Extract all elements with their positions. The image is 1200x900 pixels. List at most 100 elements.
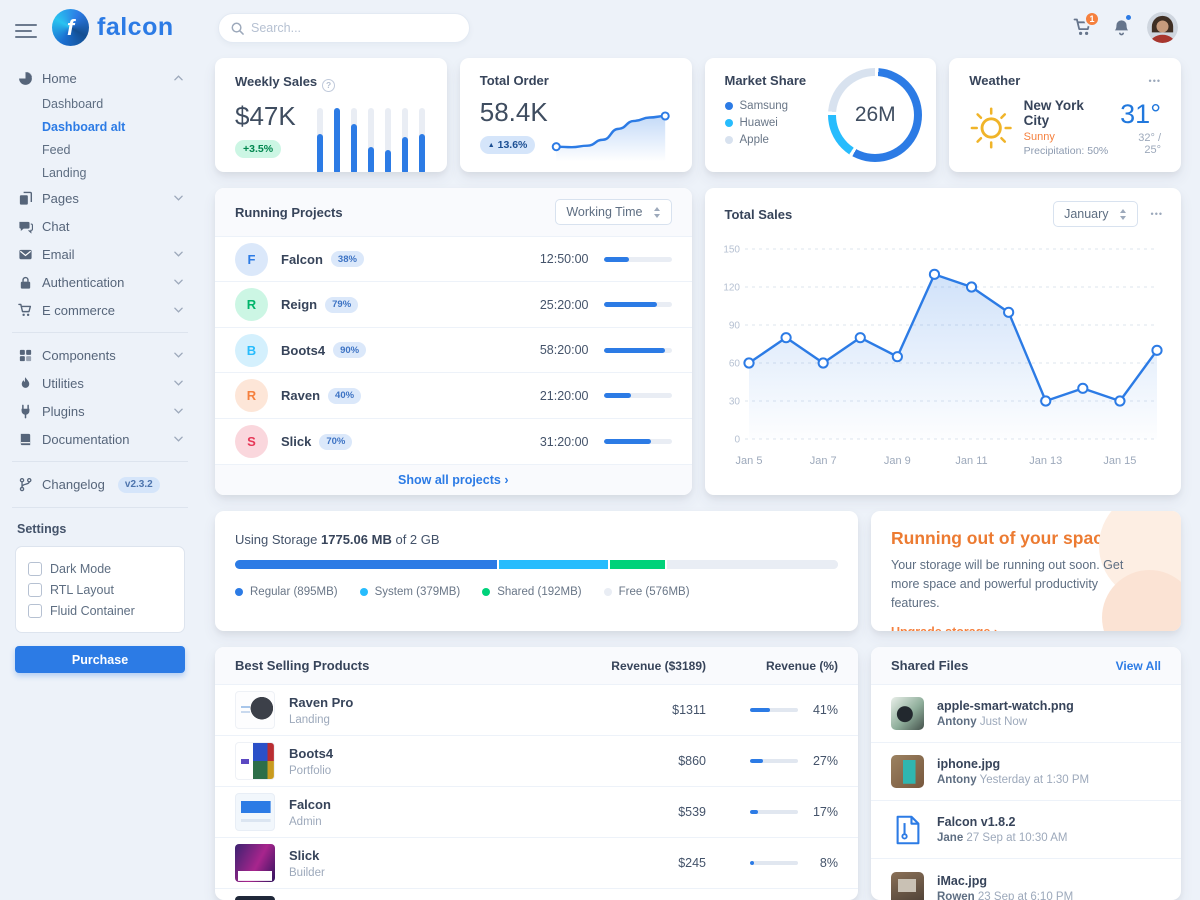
settings-panel: Dark Mode RTL Layout Fluid Container — [15, 546, 185, 633]
project-name-link[interactable]: Falcon — [281, 251, 323, 267]
project-name-link[interactable]: Reign — [281, 297, 318, 313]
storage-title: Using Storage 1775.06 MB of 2 GB — [235, 532, 440, 547]
sidebar-item-documentation[interactable]: Documentation — [15, 425, 185, 453]
sidebar-item-ecommerce[interactable]: E commerce — [15, 296, 185, 324]
svg-text:60: 60 — [729, 359, 741, 370]
sidebar-item-authentication[interactable]: Authentication — [15, 268, 185, 296]
fluid-checkbox[interactable] — [28, 603, 42, 618]
list-item[interactable]: iphone.jpg Antony Yesterday at 1:30 PM — [871, 743, 1181, 801]
product-name-link[interactable]: Boots4 — [289, 746, 334, 761]
chevron-down-icon — [174, 352, 183, 358]
file-meta: Rowen 23 Sep at 6:10 PM — [937, 890, 1074, 900]
table-row: Falcon Admin $539 17% — [215, 787, 858, 838]
fire-icon — [17, 376, 33, 391]
purchase-button[interactable]: Purchase — [15, 646, 185, 673]
product-name-link[interactable]: Raven Pro — [289, 695, 354, 710]
sidebar-item-utilities[interactable]: Utilities — [15, 369, 185, 397]
sidebar-item-plugins[interactable]: Plugins — [15, 397, 185, 425]
legend-dot — [482, 587, 491, 596]
plug-icon — [17, 404, 33, 419]
file-name-link: apple-smart-watch.png — [937, 699, 1074, 713]
option-label: RTL Layout — [50, 582, 114, 597]
dark-mode-checkbox[interactable] — [28, 561, 42, 576]
project-name-link[interactable]: Boots4 — [281, 342, 326, 358]
shared-files-card: Shared Files View All apple-smart-watch.… — [871, 647, 1181, 900]
legend-dot — [724, 118, 733, 127]
card-title: Weekly Sales — [235, 74, 318, 89]
search-input[interactable] — [251, 21, 457, 35]
month-select[interactable]: January — [1053, 201, 1138, 227]
sidebar-item-components[interactable]: Components — [15, 341, 185, 369]
sidebar-item-dashboard-alt[interactable]: Dashboard alt — [42, 119, 126, 134]
notifications-button[interactable] — [1109, 12, 1133, 41]
card-menu-icon[interactable]: ••• — [1148, 75, 1161, 86]
product-thumbnail — [235, 895, 275, 900]
project-progress-bar — [603, 439, 672, 445]
svg-text:Jan 11: Jan 11 — [955, 455, 987, 467]
legend-item: Shared (192MB) — [482, 583, 582, 600]
cart-button[interactable]: 1 — [1071, 10, 1100, 41]
rtl-layout-toggle[interactable]: RTL Layout — [28, 579, 172, 600]
product-category: Portfolio — [289, 765, 332, 777]
chevron-down-icon — [174, 307, 183, 313]
upgrade-storage-link[interactable]: Upgrade storage › — [891, 625, 998, 631]
sidebar-item-dashboard[interactable]: Dashboard — [42, 96, 104, 111]
file-thumbnail — [891, 755, 924, 788]
app-logo[interactable]: f falcon — [52, 9, 174, 46]
weather-temp: 31° — [1120, 99, 1161, 129]
product-name-link[interactable]: Falcon — [289, 797, 331, 812]
market-share-donut-chart: 26M — [828, 68, 923, 162]
storage-segment-regular — [235, 560, 499, 569]
chevron-down-icon — [174, 279, 183, 285]
weather-range: 32° / 25° — [1138, 132, 1161, 156]
rtl-checkbox[interactable] — [28, 582, 42, 597]
list-item[interactable]: Falcon v1.8.2 Jane 27 Sep at 10:30 AM — [871, 801, 1181, 859]
project-progress-bar — [603, 256, 672, 262]
product-percent: 27% — [812, 754, 838, 768]
project-name-link[interactable]: Raven — [281, 388, 321, 404]
product-name-link[interactable]: Slick — [289, 848, 320, 863]
user-avatar[interactable] — [1147, 12, 1178, 43]
table-row: Slick Builder $245 8% — [215, 838, 858, 889]
sidebar-item-label: Utilities — [42, 375, 84, 391]
sidebar-item-label: Pages — [42, 190, 79, 206]
total-order-card: Total Order 58.4K ▲ 13.6% — [459, 58, 692, 172]
file-thumbnail — [891, 697, 924, 730]
product-percent: 41% — [812, 703, 838, 717]
sidebar-toggle-button[interactable] — [15, 20, 37, 42]
fluid-container-toggle[interactable]: Fluid Container — [28, 600, 172, 621]
file-name-link: iMac.jpg — [937, 873, 988, 888]
legend-item: Regular (895MB) — [235, 583, 338, 600]
sidebar-item-home[interactable]: Home — [15, 64, 185, 92]
sidebar-item-landing[interactable]: Landing — [42, 165, 87, 180]
project-percent-badge: 38% — [330, 251, 364, 268]
view-all-link[interactable]: View All — [1115, 658, 1161, 673]
project-name-link[interactable]: Slick — [281, 434, 312, 450]
chevron-down-icon — [174, 408, 183, 414]
market-share-card: Market Share Samsung Huawei Apple 26M — [704, 58, 937, 172]
sidebar-item-label: Authentication — [42, 274, 125, 290]
help-icon[interactable]: ? — [322, 78, 336, 92]
sidebar-item-pages[interactable]: Pages — [15, 184, 185, 212]
product-thumbnail — [235, 691, 275, 729]
product-category: Landing — [289, 714, 330, 726]
sidebar-item-feed[interactable]: Feed — [42, 142, 71, 157]
search-box[interactable] — [218, 13, 470, 43]
weekly-sales-badge: +3.5% — [235, 139, 282, 158]
show-all-projects-link[interactable]: Show all projects › — [398, 473, 509, 488]
sidebar-item-chat[interactable]: Chat — [15, 212, 185, 240]
project-row: B Boots4 90% 58:20:00 — [215, 328, 692, 374]
card-title: Market Share — [724, 73, 807, 88]
chevron-down-icon — [174, 436, 183, 442]
working-time-select[interactable]: Working Time — [555, 199, 672, 225]
card-menu-icon[interactable]: ••• — [1150, 209, 1163, 219]
sidebar-item-changelog[interactable]: Changelog v2.3.2 — [15, 470, 185, 499]
list-item[interactable]: iMac.jpg Rowen 23 Sep at 6:10 PM — [871, 859, 1181, 900]
list-item[interactable]: apple-smart-watch.png Antony Just Now — [871, 685, 1181, 743]
code-branch-icon — [17, 477, 33, 492]
sort-arrows-icon — [653, 206, 660, 218]
sidebar-divider — [12, 507, 188, 508]
dark-mode-toggle[interactable]: Dark Mode — [28, 558, 172, 579]
sidebar-item-email[interactable]: Email — [15, 240, 185, 268]
file-name-link: Falcon v1.8.2 — [937, 815, 1016, 829]
